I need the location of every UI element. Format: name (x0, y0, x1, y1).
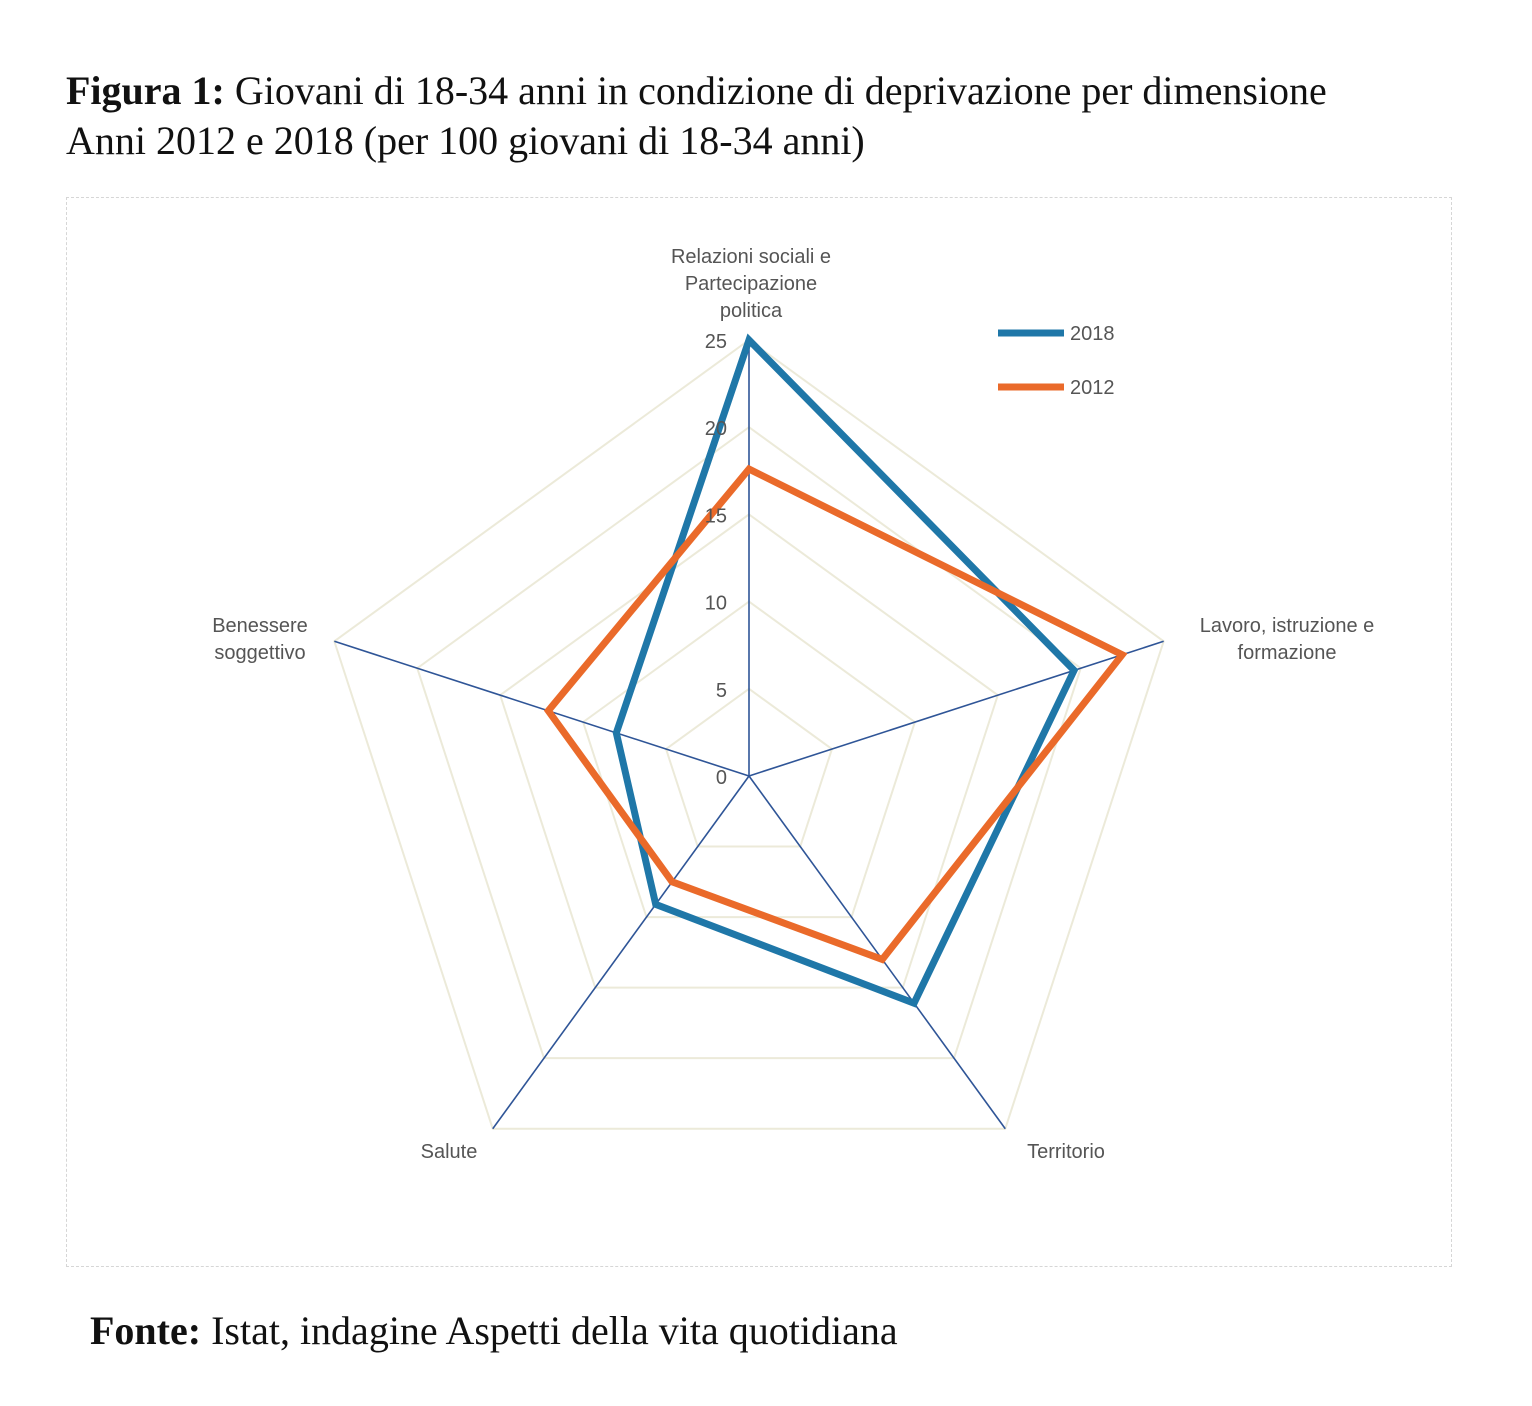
axis-line-1 (748, 640, 1164, 777)
tick-label-10: 10 (705, 593, 727, 615)
category-label-line: Lavoro, istruzione e (1200, 615, 1375, 637)
legend-label-2012: 2012 (1070, 377, 1115, 399)
source-label: Fonte: (90, 1308, 202, 1353)
category-label-4: Benessere soggettivo (212, 615, 308, 664)
category-label-2: Territorio (1027, 1141, 1105, 1163)
source-note: Fonte: Istat, indagine Aspetti della vit… (90, 1306, 898, 1356)
source-text: Istat, indagine Aspetti della vita quoti… (201, 1308, 898, 1353)
figure-caption: Figura 1: Giovani di 18-34 anni in condi… (66, 66, 1486, 166)
category-label-line: Partecipazione (685, 273, 817, 295)
category-label-1: Lavoro, istruzione e formazione (1200, 615, 1375, 664)
grid-layer (333, 338, 1165, 1130)
tick-label-20: 20 (705, 418, 727, 440)
axis-line-3 (492, 775, 750, 1130)
legend: 2018 2012 (998, 323, 1115, 399)
grid-ring-5 (664, 687, 834, 848)
caption-label: Figura 1: (66, 68, 225, 113)
grid-ring-15 (499, 513, 999, 989)
chart-frame (66, 197, 1452, 1267)
category-label-line: Salute (421, 1141, 478, 1163)
grid-ring-20 (416, 425, 1082, 1060)
category-label-line: Territorio (1027, 1141, 1105, 1163)
tick-label-0: 0 (716, 767, 727, 789)
axis-layer (334, 340, 1164, 1130)
category-label-3: Salute (421, 1141, 478, 1163)
tick-label-5: 5 (716, 680, 727, 702)
grid-ring-25 (333, 338, 1165, 1130)
category-label-line: Relazioni sociali e (671, 246, 831, 268)
caption-line2: Anni 2012 e 2018 (per 100 giovani di 18-… (66, 118, 865, 163)
grid-ring-10 (581, 600, 917, 919)
category-label-0: Relazioni sociali e Partecipazione politic… (671, 246, 831, 322)
legend-label-2018: 2018 (1070, 323, 1115, 345)
axis-line-2 (748, 775, 1006, 1130)
caption-line1: Giovani di 18-34 anni in condizione di d… (224, 68, 1327, 113)
category-label-layer: Relazioni sociali e Partecipazione politic… (212, 246, 1374, 1163)
tick-label-15: 15 (705, 505, 727, 527)
series-line-2018 (612, 333, 1079, 1008)
category-label-line: Benessere (212, 615, 308, 637)
category-label-line: politica (720, 300, 783, 322)
series-line-2012 (543, 464, 1128, 964)
tick-label-25: 25 (705, 331, 727, 353)
category-label-line: formazione (1238, 642, 1337, 664)
tick-layer: 0 5 10 15 20 25 (705, 331, 727, 789)
series-layer (543, 333, 1128, 1008)
axis-line-4 (334, 640, 750, 777)
category-label-line: soggettivo (214, 642, 305, 664)
